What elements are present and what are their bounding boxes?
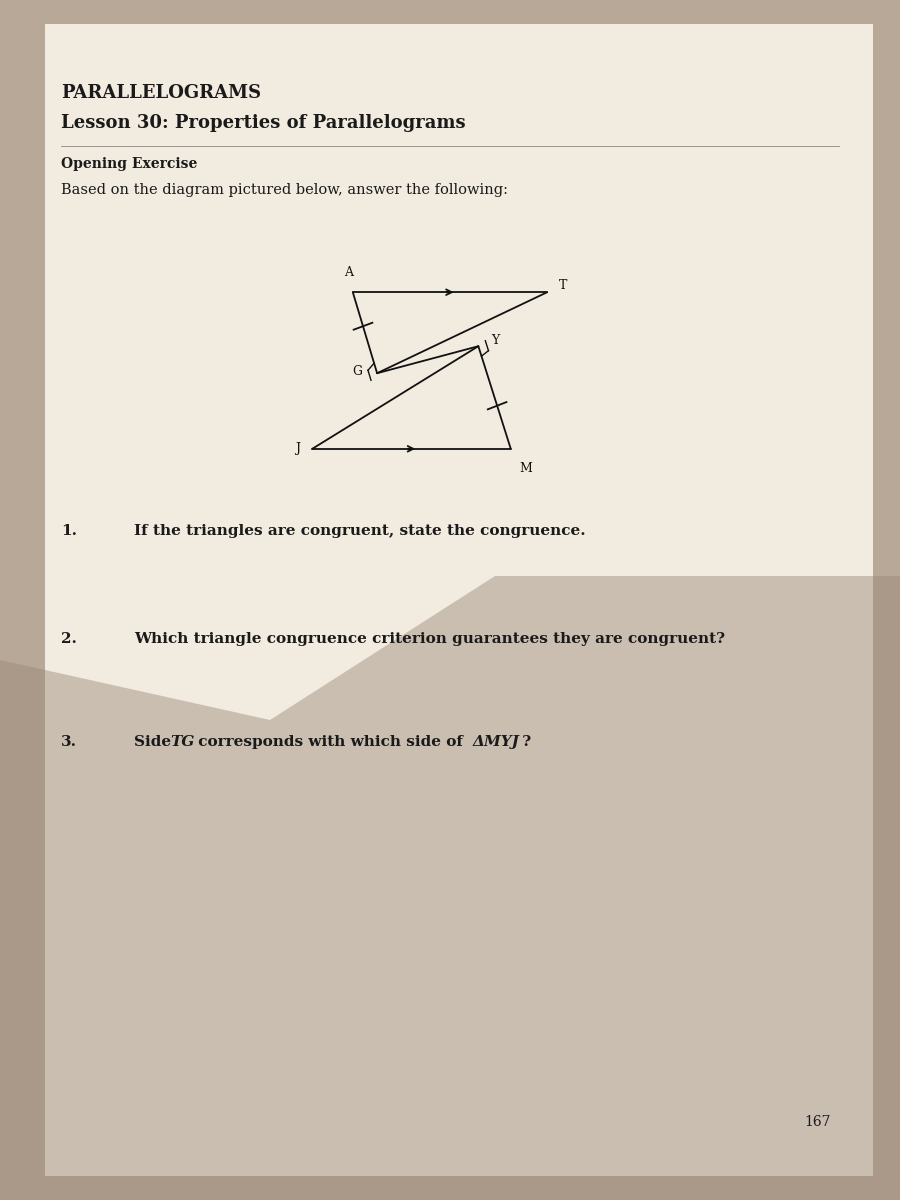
Text: A: A [345, 266, 354, 280]
Text: M: M [518, 462, 532, 475]
Text: Which triangle congruence criterion guarantees they are congruent?: Which triangle congruence criterion guar… [134, 632, 725, 647]
Text: If the triangles are congruent, state the congruence.: If the triangles are congruent, state th… [134, 524, 586, 539]
Text: 1.: 1. [61, 524, 77, 539]
Polygon shape [45, 24, 873, 1176]
Text: Y: Y [491, 335, 500, 347]
Text: PARALLELOGRAMS: PARALLELOGRAMS [61, 84, 261, 102]
Text: ΔMYJ: ΔMYJ [472, 734, 519, 749]
Text: ?: ? [518, 734, 531, 749]
Text: corresponds with which side of: corresponds with which side of [194, 734, 469, 749]
Text: T: T [560, 280, 568, 293]
Text: J: J [295, 443, 301, 455]
Text: Based on the diagram pictured below, answer the following:: Based on the diagram pictured below, ans… [61, 184, 508, 197]
Text: TG: TG [171, 734, 195, 749]
Text: G: G [353, 365, 363, 378]
Text: 167: 167 [805, 1115, 831, 1129]
Text: Lesson 30: Properties of Parallelograms: Lesson 30: Properties of Parallelograms [61, 114, 466, 132]
Text: 3.: 3. [61, 734, 77, 749]
Polygon shape [0, 576, 900, 1200]
Text: Side: Side [134, 734, 176, 749]
Text: Opening Exercise: Opening Exercise [61, 157, 198, 172]
Text: 2.: 2. [61, 632, 77, 647]
